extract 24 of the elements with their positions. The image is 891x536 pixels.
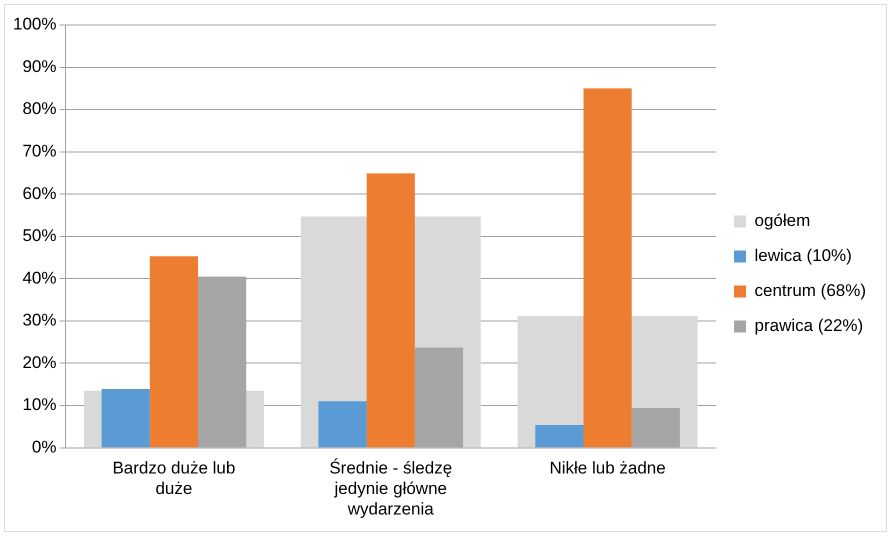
x-tick-label: Średnie - śledzę jedynie główne wydarzenia bbox=[329, 458, 452, 518]
legend-label: lewica (10%) bbox=[754, 246, 852, 266]
x-tick-label: Nikłe lub żadne bbox=[549, 458, 666, 478]
y-tick-label: 10% bbox=[22, 395, 56, 414]
y-tick-label: 100% bbox=[12, 14, 56, 34]
bar bbox=[366, 173, 415, 448]
y-tick-label: 0% bbox=[32, 437, 56, 456]
bar bbox=[102, 389, 150, 448]
x-tick-label: Bardzo duże lub duże bbox=[112, 458, 236, 498]
y-tick-label: 90% bbox=[22, 56, 56, 76]
y-tick-label: 30% bbox=[22, 310, 56, 330]
legend-label: prawica (22%) bbox=[754, 316, 864, 336]
bar bbox=[318, 401, 367, 448]
bar bbox=[583, 88, 632, 448]
y-tick-label: 80% bbox=[22, 99, 56, 118]
y-tick-label: 40% bbox=[22, 268, 56, 288]
legend-label: ogółem bbox=[754, 211, 810, 230]
y-tick-label: 70% bbox=[22, 142, 56, 161]
bar bbox=[535, 424, 584, 448]
bar bbox=[150, 256, 198, 448]
y-tick-label: 50% bbox=[22, 226, 56, 246]
legend-label: centrum (68%) bbox=[754, 281, 866, 300]
y-tick-label: 20% bbox=[22, 352, 56, 372]
y-tick-label: 60% bbox=[22, 184, 56, 203]
